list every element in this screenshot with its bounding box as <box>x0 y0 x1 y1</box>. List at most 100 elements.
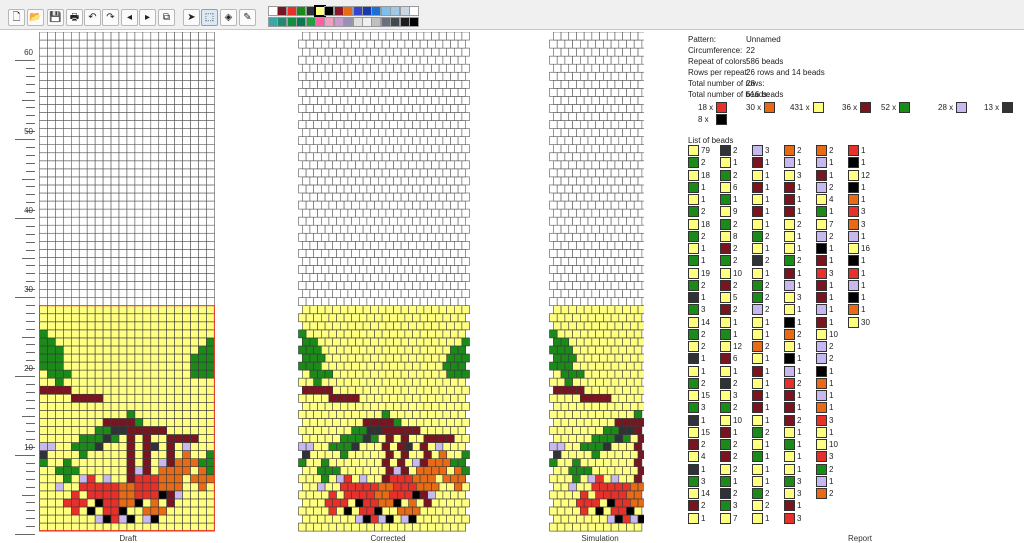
bead-cell <box>435 184 444 194</box>
bead-cell <box>94 458 104 467</box>
bead-cell <box>618 506 627 516</box>
bead-cell <box>142 47 152 57</box>
bead-cell <box>397 39 406 49</box>
bead-cell <box>78 482 88 492</box>
bead-cell <box>595 249 604 258</box>
bead-cell <box>603 71 612 81</box>
palette-swatch[interactable] <box>409 6 419 16</box>
copy-button[interactable]: ⧉ <box>158 9 175 26</box>
bead-cell <box>385 79 394 89</box>
bead-cell <box>579 216 589 226</box>
bead-count: 1 <box>829 293 834 302</box>
bead-cell <box>599 257 608 266</box>
bead-cell <box>549 474 558 484</box>
printer-icon: 🖶 <box>69 12 80 23</box>
bead-cell <box>118 63 128 73</box>
bead-cell <box>198 152 207 162</box>
pointer-tool-button[interactable]: ➤ <box>183 9 200 26</box>
bead-cell <box>313 393 322 403</box>
bead-cell <box>206 353 215 363</box>
bead-cell <box>446 224 455 234</box>
bead-cell <box>423 514 432 524</box>
bead-count: 3 <box>701 476 706 486</box>
bead-cell <box>442 506 451 516</box>
bead-count: 1 <box>829 317 834 327</box>
bead-cell <box>47 128 56 137</box>
bead-cell <box>343 458 352 467</box>
bead-cell <box>389 168 398 178</box>
bead-cell <box>302 176 311 186</box>
bead-cell <box>118 418 128 427</box>
pipette-tool-button[interactable]: ✎ <box>239 9 256 26</box>
bead-cell <box>389 136 398 146</box>
bead-cell <box>94 281 104 290</box>
bead-cell <box>606 321 616 331</box>
arrow-right-button[interactable]: ▸ <box>139 9 156 26</box>
bead-cell <box>198 514 207 524</box>
bead-cell <box>158 337 167 347</box>
bead-cell <box>70 506 80 516</box>
bead-cell <box>431 337 440 347</box>
bead-cell <box>412 345 421 355</box>
bead-cell <box>553 450 562 459</box>
bead-cell <box>134 128 144 137</box>
open-button[interactable]: 📂 <box>27 9 44 26</box>
bead-cell <box>622 450 631 459</box>
bead-cell <box>302 47 311 57</box>
save-button[interactable]: 💾 <box>47 9 64 26</box>
bead-cell <box>400 289 409 298</box>
undo-button[interactable]: ↶ <box>84 9 101 26</box>
bead-cell <box>150 55 160 65</box>
bead-cell <box>393 32 402 41</box>
bead-cell <box>366 249 375 258</box>
bead-cell <box>626 281 635 290</box>
select-tool-button[interactable]: ⬚ <box>201 9 218 26</box>
bead-cell <box>416 208 425 218</box>
bead-cell <box>416 498 425 508</box>
bead-swatch <box>752 402 763 414</box>
bead-cell <box>198 345 207 355</box>
bead-cell <box>397 71 406 81</box>
bead-cell <box>595 88 604 97</box>
bead-cell <box>47 377 56 387</box>
simulation-grid[interactable] <box>549 32 644 534</box>
bead-cell <box>55 273 64 282</box>
bead-cell <box>110 79 120 89</box>
bead-cell <box>70 369 80 379</box>
bead-cell <box>150 224 160 234</box>
summary-swatch <box>956 102 967 113</box>
bead-cell <box>63 224 72 234</box>
bead-cell <box>182 361 191 371</box>
bead-cell <box>438 144 448 154</box>
bead-cell <box>549 313 558 323</box>
bead-cell <box>198 241 207 250</box>
bead-cell <box>431 401 440 411</box>
new-file-button[interactable]: 🗋 <box>8 9 25 26</box>
bead-cell <box>423 128 432 137</box>
bead-cell <box>118 47 128 57</box>
bead-cell <box>102 144 112 154</box>
redo-button[interactable]: ↷ <box>102 9 119 26</box>
print-button[interactable]: 🖶 <box>66 9 83 26</box>
bead-swatch <box>816 206 827 218</box>
arrow-left-button[interactable]: ◂ <box>121 9 138 26</box>
bead-cell <box>182 289 191 298</box>
bead-cell <box>560 369 570 379</box>
fill-tool-button[interactable]: ◈ <box>220 9 237 26</box>
bead-cell <box>198 79 207 89</box>
bead-count: 2 <box>829 342 834 351</box>
bead-count: 1 <box>829 305 834 315</box>
bead-cell <box>190 192 199 202</box>
bead-cell <box>63 522 72 532</box>
bead-cell <box>198 490 207 500</box>
draft-grid[interactable] <box>39 32 216 534</box>
bead-cell <box>549 281 558 290</box>
bead-cell <box>328 426 337 435</box>
corrected-grid[interactable] <box>298 32 478 534</box>
bead-cell <box>599 144 608 154</box>
bead-cell <box>599 337 608 347</box>
bead-cell <box>63 79 72 89</box>
palette-swatch[interactable] <box>409 16 419 27</box>
bead-swatch <box>848 194 859 205</box>
bead-cell <box>400 273 409 282</box>
